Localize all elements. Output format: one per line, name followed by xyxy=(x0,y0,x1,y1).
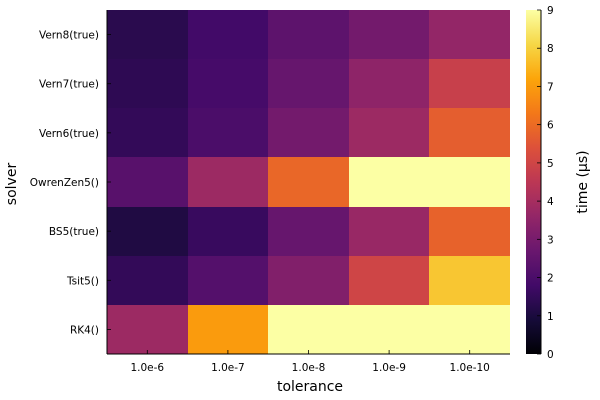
colorbar xyxy=(526,10,541,354)
heatmap-cell xyxy=(107,256,188,305)
colorbar-tick-label: 4 xyxy=(547,196,554,208)
heatmap-cell xyxy=(107,157,188,207)
x-tick-labels: 1.0e-6 1.0e-7 1.0e-8 1.0e-9 1.0e-10 xyxy=(130,362,489,374)
y-tick-label: Vern7(true) xyxy=(39,79,99,91)
heatmap-cell xyxy=(429,207,510,256)
heatmap-cell xyxy=(349,157,429,207)
x-tick-label: 1.0e-9 xyxy=(372,362,406,374)
heatmap-cell xyxy=(107,207,188,256)
heatmap-cell xyxy=(188,108,268,157)
colorbar-tick-label: 1 xyxy=(547,311,554,323)
colorbar-tick-label: 8 xyxy=(547,43,554,55)
colorbar-title: time (µs) xyxy=(575,150,591,213)
colorbar-tick-label: 3 xyxy=(547,234,554,246)
x-tick-label: 1.0e-10 xyxy=(450,362,490,374)
heatmap-cell xyxy=(268,157,349,207)
colorbar-tick-label: 9 xyxy=(547,5,554,17)
colorbar-tick-label: 2 xyxy=(547,273,554,285)
y-tick-label: RK4() xyxy=(70,324,99,336)
y-tick-label: Vern8(true) xyxy=(39,30,99,42)
colorbar-tick-label: 0 xyxy=(547,349,554,361)
y-axis-title: solver xyxy=(4,163,20,206)
heatmap-cell xyxy=(429,10,510,59)
heatmap-cell xyxy=(188,157,268,207)
heatmap-cell xyxy=(188,10,268,59)
heatmap-cell xyxy=(107,305,188,354)
heatmap-cell xyxy=(429,305,510,354)
x-tick-label: 1.0e-7 xyxy=(211,362,245,374)
heatmap-cell xyxy=(349,10,429,59)
heatmap-cells xyxy=(107,10,510,354)
heatmap-cell xyxy=(268,59,349,108)
y-tick-label: Vern6(true) xyxy=(39,128,99,140)
colorbar-tick-label: 5 xyxy=(547,158,554,170)
heatmap-cell xyxy=(268,10,349,59)
heatmap-cell xyxy=(349,305,429,354)
x-tick-label: 1.0e-6 xyxy=(130,362,164,374)
colorbar-tick-label: 6 xyxy=(547,120,554,132)
heatmap-cell xyxy=(107,59,188,108)
heatmap-cell xyxy=(188,59,268,108)
colorbar-ticks: 0 1 2 3 4 5 6 7 8 9 xyxy=(537,5,554,361)
heatmap-axes xyxy=(106,10,510,355)
heatmap-cell xyxy=(107,108,188,157)
x-tick-label: 1.0e-8 xyxy=(292,362,326,374)
heatmap-cell xyxy=(349,207,429,256)
y-tick-label: BS5(true) xyxy=(49,226,99,238)
heatmap-cell xyxy=(107,10,188,59)
heatmap-cell xyxy=(349,59,429,108)
heatmap-cell xyxy=(188,207,268,256)
colorbar-tick-label: 7 xyxy=(547,81,554,93)
y-tick-label: Tsit5() xyxy=(66,275,99,287)
heatmap-cell xyxy=(268,305,349,354)
x-axis-title: tolerance xyxy=(277,379,343,395)
heatmap-cell xyxy=(429,59,510,108)
y-tick-label: OwrenZen5() xyxy=(30,177,99,189)
heatmap-cell xyxy=(188,305,268,354)
y-tick-labels: Vern8(true) Vern7(true) Vern6(true) OwrenZe… xyxy=(30,30,99,337)
heatmap-cell xyxy=(188,256,268,305)
heatmap-cell xyxy=(268,256,349,305)
heatmap-cell xyxy=(429,108,510,157)
heatmap-cell xyxy=(268,108,349,157)
heatmap-cell xyxy=(268,207,349,256)
heatmap-cell xyxy=(349,108,429,157)
heatmap-cell xyxy=(349,256,429,305)
heatmap-cell xyxy=(429,157,510,207)
heatmap-cell xyxy=(429,256,510,305)
